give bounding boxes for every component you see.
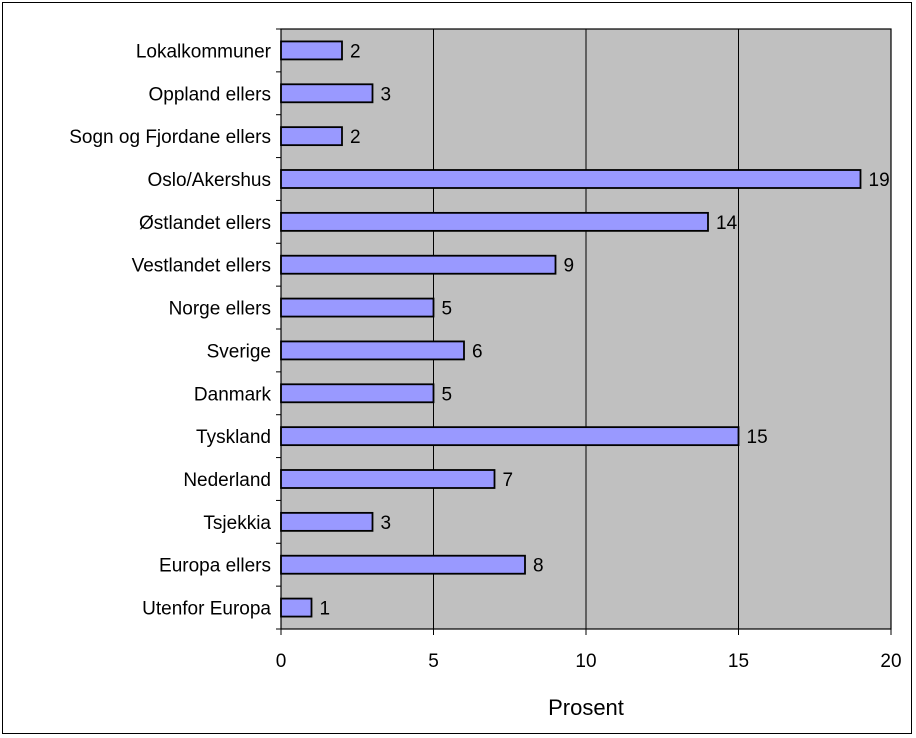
bar-3 [280, 169, 862, 189]
data-label: 2 [350, 127, 361, 148]
category-labels: Lokalkommuner Oppland ellers Sogn og Fjord… [69, 28, 281, 630]
data-label: 3 [381, 84, 392, 105]
category-label: Utenfor Europa [142, 599, 271, 620]
data-label: 8 [533, 556, 544, 577]
x-axis-ticks: 0 5 10 15 20 [276, 629, 902, 672]
data-label: 6 [472, 341, 483, 362]
bar-12 [280, 554, 526, 575]
x-tick-label: 0 [276, 651, 287, 672]
category-label: Lokalkommuner [136, 41, 272, 62]
bar-6 [280, 297, 435, 318]
data-label: 3 [381, 513, 392, 534]
data-label: 7 [503, 470, 514, 491]
category-label: Nederland [183, 470, 271, 491]
bar-13 [280, 597, 313, 618]
bar-chart: Lokalkommuner Oppland ellers Sogn og Fjord… [69, 28, 902, 720]
x-axis-title: Prosent [548, 695, 624, 720]
data-label: 2 [350, 41, 361, 62]
category-label: Europa ellers [159, 556, 271, 577]
category-label: Tsjekkia [203, 513, 271, 534]
bar-4 [280, 211, 709, 232]
data-label: 19 [869, 170, 890, 191]
bar-0 [280, 40, 343, 61]
bar-8 [280, 383, 435, 404]
category-label: Tyskland [196, 427, 271, 448]
bar-2 [280, 126, 343, 147]
bar-5 [280, 254, 557, 275]
bars [280, 40, 862, 618]
bar-11 [280, 511, 374, 532]
category-label: Sogn og Fjordane ellers [69, 127, 271, 148]
x-tick-label: 20 [880, 651, 901, 672]
category-label: Oppland ellers [148, 84, 271, 105]
data-label: 1 [320, 599, 331, 620]
category-label: Norge ellers [169, 299, 271, 320]
bar-10 [280, 469, 496, 489]
gridlines [433, 29, 739, 629]
category-label: Sverige [207, 341, 271, 362]
category-label: Østlandet ellers [139, 213, 271, 234]
data-label: 15 [747, 427, 768, 448]
x-tick-label: 10 [575, 651, 596, 672]
category-label: Vestlandet ellers [132, 256, 271, 277]
data-label: 14 [716, 213, 738, 234]
category-label: Danmark [194, 384, 272, 405]
bar-7 [280, 340, 465, 361]
bar-9 [280, 426, 740, 447]
data-label: 9 [564, 256, 575, 277]
x-tick-label: 15 [728, 651, 749, 672]
category-label: Oslo/Akershus [147, 170, 271, 191]
data-label: 5 [442, 384, 453, 405]
data-label: 5 [442, 299, 453, 320]
x-tick-label: 5 [428, 651, 439, 672]
bar-1 [280, 83, 374, 104]
